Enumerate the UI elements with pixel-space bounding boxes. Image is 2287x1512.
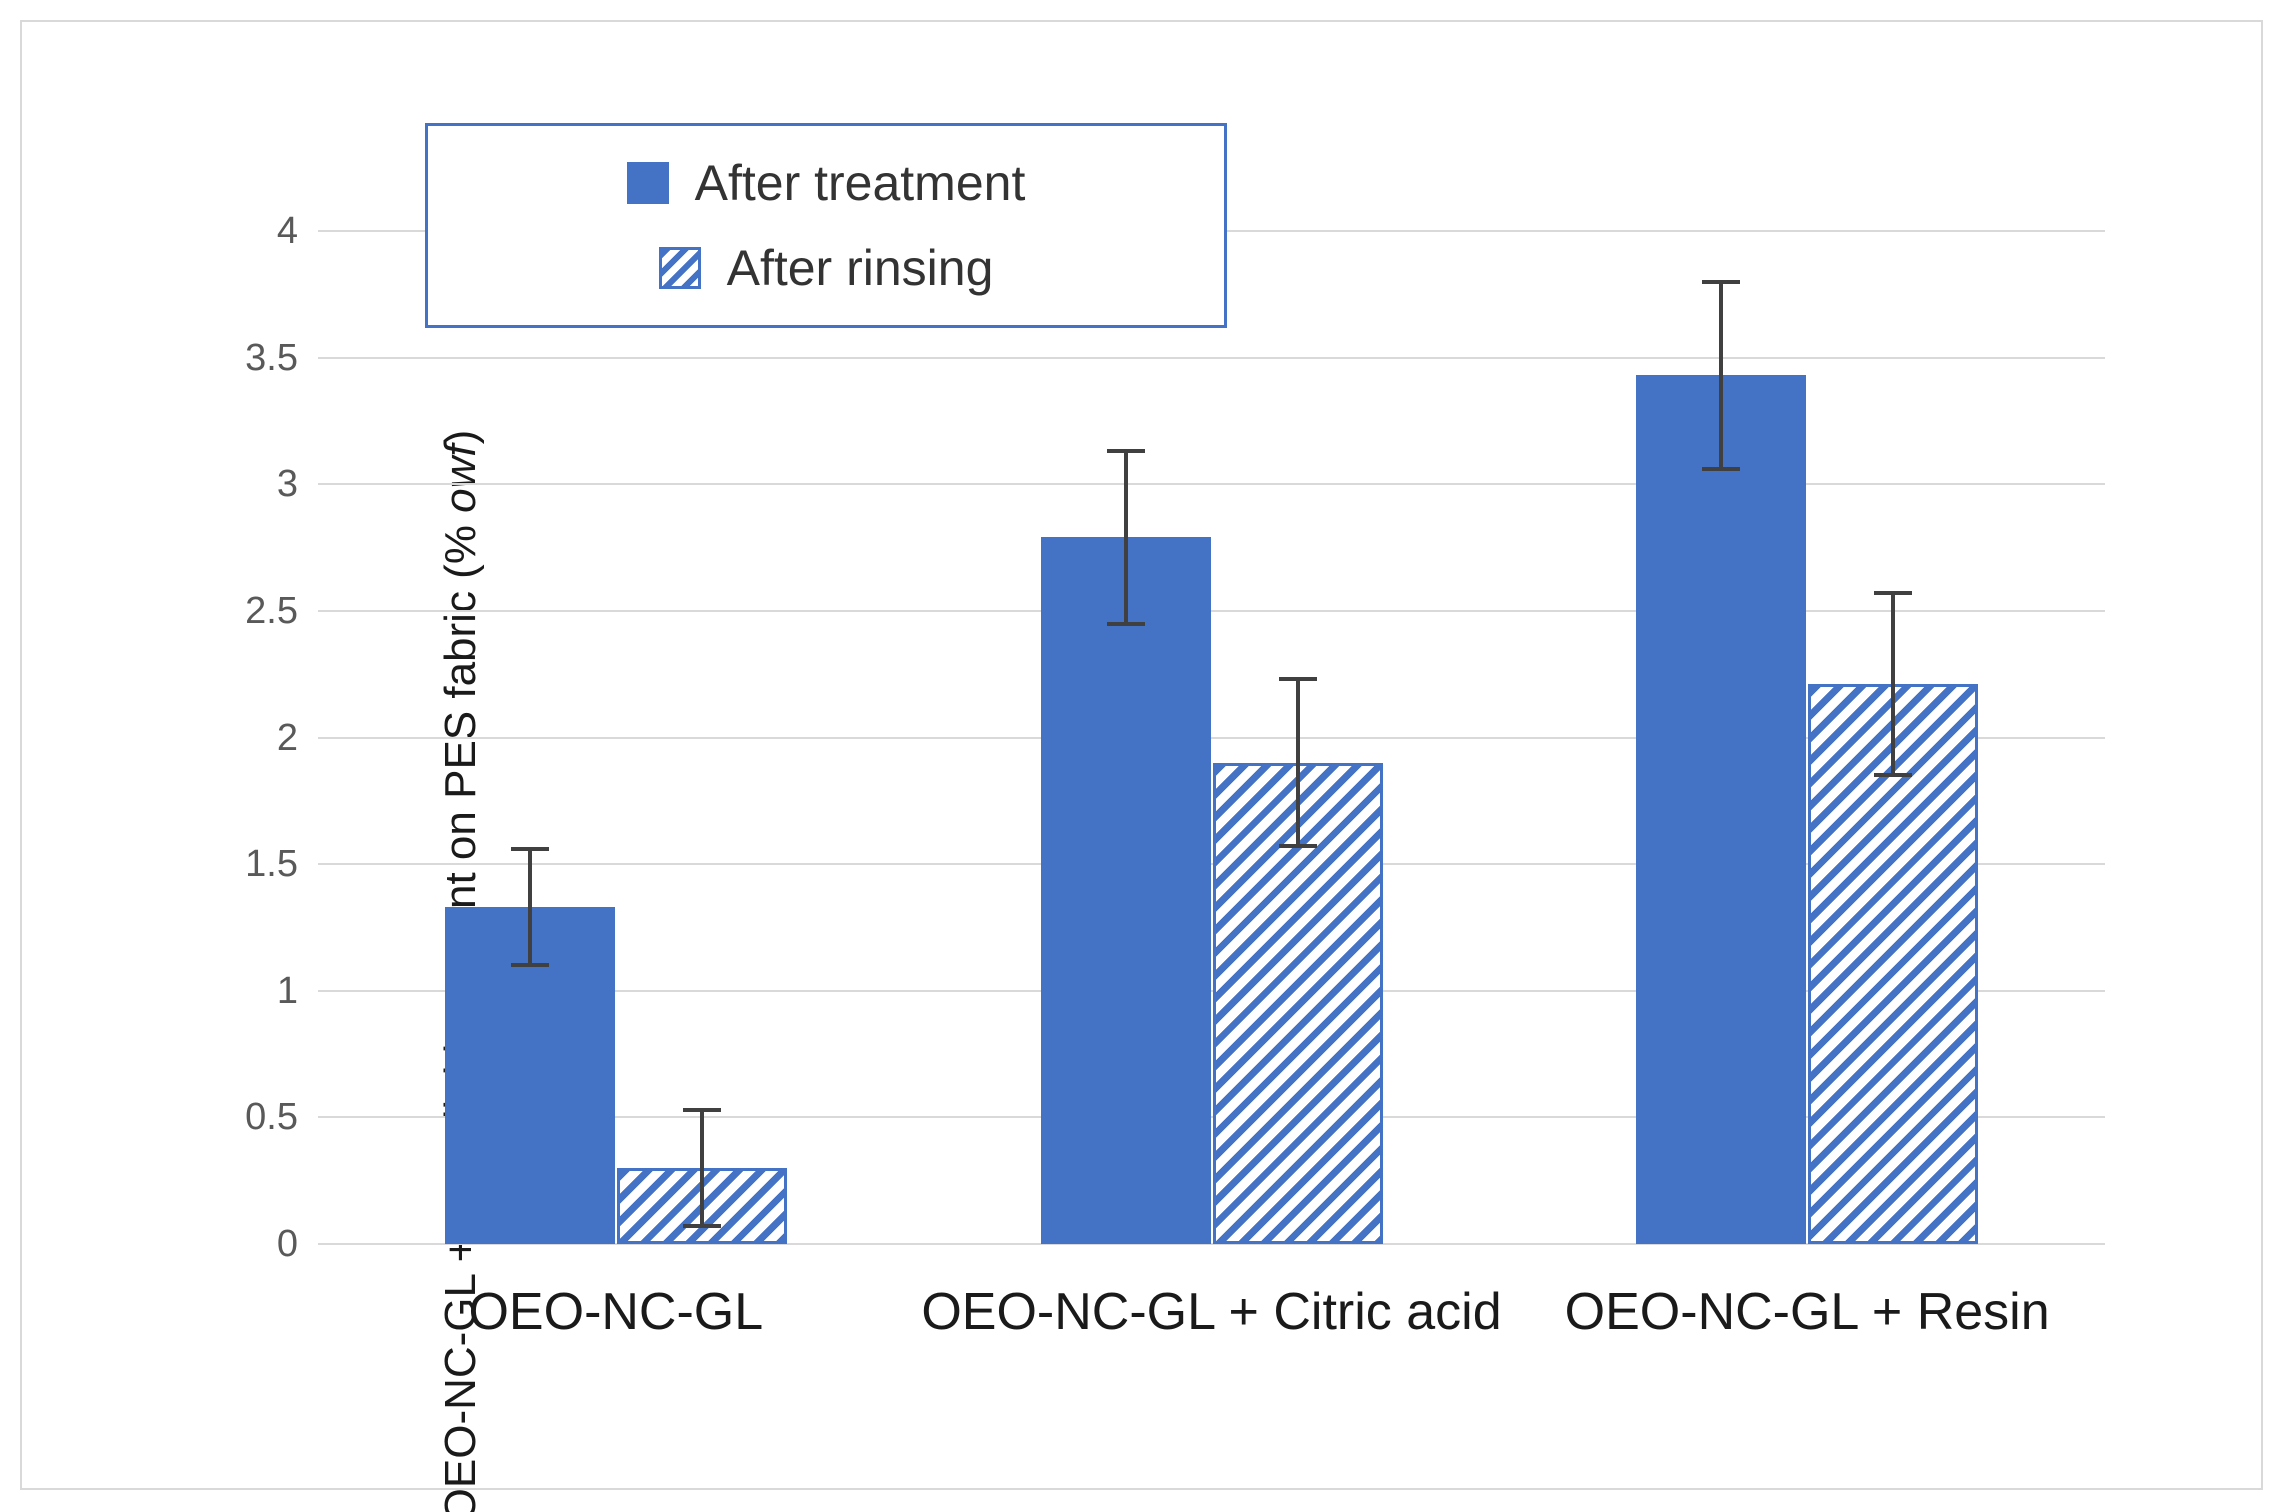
error-bar-cap-bottom xyxy=(1278,844,1317,849)
gridline xyxy=(318,736,2105,739)
y-tick-label: 2.5 xyxy=(245,589,298,632)
bar-after-treatment-oeo-nc-gl-resin xyxy=(1636,375,1807,1244)
legend-item-after-rinsing: After rinsing xyxy=(658,239,994,297)
error-bar-cap-top xyxy=(1702,279,1741,284)
bar-after-rinsing-oeo-nc-gl-resin xyxy=(1808,684,1979,1244)
x-category-label: OEO-NC-GL xyxy=(468,1283,764,1341)
legend: After treatment After rinsing xyxy=(425,123,1227,328)
gridline xyxy=(318,989,2105,992)
legend-label-after-rinsing: After rinsing xyxy=(726,240,994,297)
error-bar-cap-bottom xyxy=(510,963,549,968)
x-category-label: OEO-NC-GL + Citric acid xyxy=(921,1283,1502,1341)
gridline xyxy=(318,356,2105,359)
gridline xyxy=(318,483,2105,486)
error-bar-cap-top xyxy=(510,846,549,851)
x-category-label: OEO-NC-GL + Resin xyxy=(1564,1283,2050,1341)
gridline xyxy=(318,609,2105,612)
error-bar-line xyxy=(1295,679,1300,847)
y-axis-title-italic: owf xyxy=(436,444,485,513)
y-tick-label: 3.5 xyxy=(245,336,298,379)
y-tick-label: 4 xyxy=(276,210,298,252)
bar-after-treatment-oeo-nc-gl-citric-acid xyxy=(1040,537,1211,1244)
gridline xyxy=(318,1243,2105,1245)
legend-swatch-hatched-icon xyxy=(658,247,701,290)
y-tick-label: 0.5 xyxy=(245,1096,298,1139)
gridline xyxy=(318,1116,2105,1119)
error-bar-cap-bottom xyxy=(1874,773,1913,778)
y-tick-label: 2 xyxy=(276,716,298,759)
error-bar-cap-top xyxy=(1106,449,1145,454)
legend-item-after-treatment: After treatment xyxy=(626,154,1026,212)
error-bar-line xyxy=(699,1109,704,1227)
error-bar-cap-top xyxy=(682,1107,721,1112)
error-bar-cap-bottom xyxy=(1106,621,1145,626)
error-bar-cap-bottom xyxy=(682,1224,721,1229)
error-bar-line xyxy=(1891,593,1896,776)
plot-area: OEO-NC-GL + crosslinking agent on PES fa… xyxy=(245,212,2105,1512)
error-bar-line xyxy=(1123,451,1128,624)
y-tick-label: 0 xyxy=(276,1223,298,1265)
y-tick-label: 1 xyxy=(276,969,298,1012)
error-bar-cap-top xyxy=(1874,591,1913,596)
legend-label-after-treatment: After treatment xyxy=(694,154,1026,211)
figure-frame xyxy=(20,20,2263,1490)
y-axis-title-suffix: ) xyxy=(436,429,485,445)
error-bar-cap-bottom xyxy=(1702,467,1741,472)
error-bar-line xyxy=(527,848,532,966)
y-tick-label: 1.5 xyxy=(245,843,298,886)
error-bar-cap-top xyxy=(1278,677,1317,682)
legend-swatch-solid-icon xyxy=(626,161,669,204)
y-tick-label: 3 xyxy=(276,463,298,506)
error-bar-line xyxy=(1719,281,1724,470)
gridline xyxy=(318,863,2105,866)
